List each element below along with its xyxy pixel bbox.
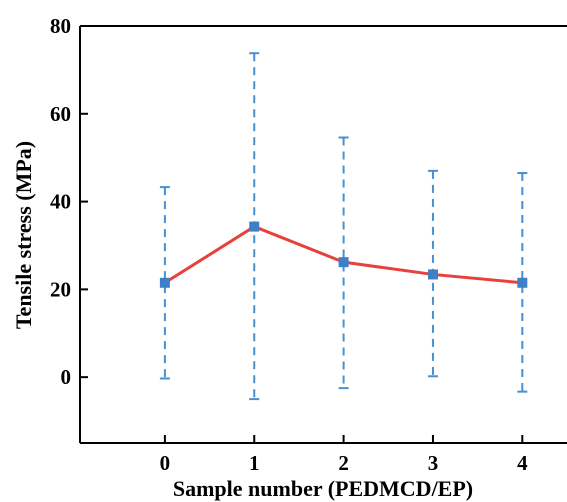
x-axis-ticks: 0 1 2 3 4: [160, 435, 528, 475]
y-axis-ticks: 0 20 40 60 80: [50, 14, 88, 389]
plot-frame: [79, 25, 567, 444]
x-axis-title: Sample number (PEDMCD/EP): [173, 476, 473, 501]
y-tick-label: 60: [50, 102, 71, 126]
data-markers: [159, 221, 528, 288]
y-tick-label: 20: [50, 277, 71, 301]
data-point-marker: [249, 221, 260, 232]
y-tick-label: 80: [50, 14, 71, 38]
data-point-marker: [517, 277, 528, 288]
x-tick-label: 4: [517, 451, 528, 475]
error-bars: [159, 52, 528, 401]
data-point-marker: [427, 269, 438, 280]
data-point-marker: [338, 257, 349, 268]
x-tick-label: 0: [160, 451, 171, 475]
y-tick-label: 40: [50, 190, 71, 214]
x-tick-label: 2: [338, 451, 349, 475]
data-point-marker: [159, 277, 170, 288]
y-tick-label: 0: [61, 365, 72, 389]
x-tick-label: 3: [428, 451, 439, 475]
y-axis-title: Tensile stress (MPa): [11, 141, 36, 329]
x-tick-label: 1: [249, 451, 260, 475]
